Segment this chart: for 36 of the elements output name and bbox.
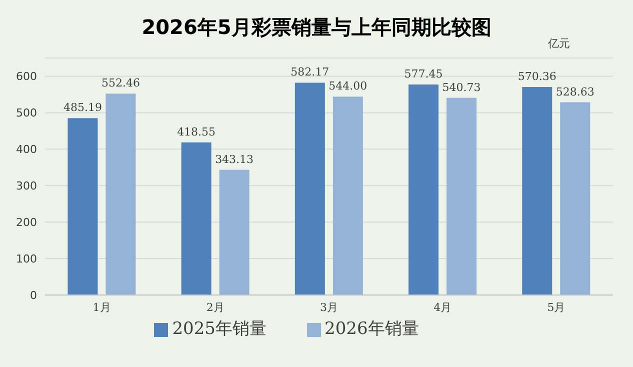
data-label: 540.73	[442, 80, 481, 94]
bar	[294, 82, 325, 295]
y-tick-label: 400	[16, 143, 37, 156]
y-tick-label: 200	[16, 216, 37, 229]
bar	[106, 94, 136, 295]
y-axis-title: 亿元	[548, 36, 570, 51]
x-tick-label: 4月	[434, 300, 452, 314]
y-tick-label: 100	[16, 252, 37, 266]
bar	[181, 142, 212, 295]
data-label: 528.63	[556, 85, 594, 98]
bar	[522, 87, 552, 295]
y-tick-label: 600	[16, 70, 37, 84]
chart-title: 2026年5月彩票销量与上年同期比较图	[142, 15, 492, 39]
bar	[68, 118, 98, 295]
bar	[446, 98, 477, 295]
x-tick-label: 5月	[547, 300, 566, 314]
x-tick-label: 1月	[92, 300, 111, 314]
y-tick-label: 500	[16, 106, 37, 120]
x-tick-label: 2月	[206, 300, 224, 314]
data-label: 552.46	[101, 76, 140, 90]
bar	[408, 84, 439, 295]
legend-label: 2025年销量	[172, 319, 266, 339]
data-label: 577.45	[404, 67, 443, 80]
data-label: 544.00	[328, 80, 368, 93]
y-tick-label: 0	[30, 288, 37, 302]
legend-label: 2026年销量	[324, 319, 419, 339]
data-label: 343.13	[215, 152, 254, 166]
data-label: 582.17	[290, 66, 330, 79]
bar	[219, 170, 250, 295]
data-label: 485.19	[63, 101, 102, 114]
data-label: 570.36	[518, 70, 556, 84]
x-tick-label: 3月	[320, 300, 338, 314]
bar	[332, 96, 363, 295]
bar	[560, 102, 590, 295]
data-label: 418.55	[177, 125, 216, 138]
y-tick-label: 300	[16, 180, 37, 193]
